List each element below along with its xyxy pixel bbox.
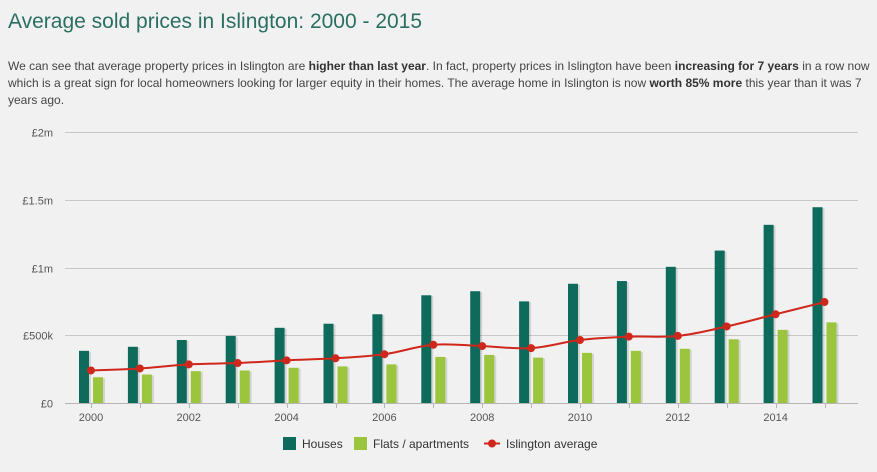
axis-labels: £0 £500k £1m £1.5m £2m 2000 2002 2004 2006 2008 20… (22, 128, 826, 424)
legend-item-flats[interactable]: Flats / apartments (354, 437, 469, 451)
x-tick-label: 2000 (79, 412, 103, 424)
flats-bar[interactable] (93, 377, 103, 403)
average-point[interactable] (87, 366, 95, 375)
intro-text: this year than it was 7 years ago. (8, 76, 862, 107)
flats-bar[interactable] (141, 374, 152, 403)
flats-bar[interactable] (484, 354, 495, 403)
houses-bar[interactable] (470, 291, 481, 403)
intro-text: . In fact, property prices in Islington … (425, 59, 675, 73)
x-tick-label: 2010 (568, 412, 592, 424)
intro-highlight: worth 85% more (649, 76, 743, 90)
flats-bar[interactable] (386, 364, 397, 403)
legend-marker (488, 439, 496, 448)
houses-bar[interactable] (665, 266, 676, 403)
houses-bar[interactable] (714, 250, 725, 403)
y-tick-label: £1.5m (22, 196, 53, 208)
legend-swatch (283, 437, 296, 450)
x-tick-label: 2002 (177, 412, 201, 424)
average-point[interactable] (233, 359, 242, 368)
houses-bar[interactable] (274, 327, 285, 403)
intro-highlight: higher than last year (308, 59, 426, 73)
flats-bar[interactable] (826, 322, 837, 403)
average-point[interactable] (624, 332, 633, 341)
intro-text: We can see that average property prices … (8, 59, 309, 73)
houses-bar[interactable] (372, 314, 383, 403)
flats-bar[interactable] (777, 329, 788, 403)
average-line (87, 298, 829, 375)
houses-bar[interactable] (225, 335, 236, 403)
average-point[interactable] (771, 310, 780, 319)
intro-highlight: increasing for 7 years (674, 59, 799, 73)
average-point[interactable] (722, 322, 731, 331)
houses-bar[interactable] (812, 207, 823, 403)
houses-bar[interactable] (763, 224, 774, 403)
houses-bar[interactable] (568, 283, 578, 403)
average-point[interactable] (673, 331, 682, 340)
legend-item-average[interactable]: Islington average (484, 437, 598, 451)
houses-bar[interactable] (323, 323, 334, 403)
flats-bar[interactable] (190, 371, 201, 403)
average-point[interactable] (478, 342, 487, 351)
average-point[interactable] (527, 344, 536, 353)
houses-bar[interactable] (616, 281, 627, 403)
average-point[interactable] (380, 350, 389, 359)
houses-bar[interactable] (519, 301, 530, 403)
price-chart: £0 £500k £1m £1.5m £2m 2000 2002 2004 2006 2008 20… (22, 128, 858, 451)
legend-label: Flats / apartments (373, 437, 469, 451)
chart-title: Average sold prices in Islington: 2000 -… (8, 10, 423, 33)
legend-label: Islington average (506, 437, 598, 451)
legend[interactable]: Houses Flats / apartments Islington averag… (283, 437, 598, 451)
average-point[interactable] (429, 340, 438, 349)
flats-bar[interactable] (679, 348, 690, 403)
average-point[interactable] (820, 298, 829, 307)
flats-bar[interactable] (728, 339, 739, 403)
y-tick-label: £1m (32, 264, 53, 276)
x-tick-label: 2004 (274, 412, 298, 424)
flats-bar[interactable] (630, 350, 641, 403)
flats-bar[interactable] (435, 356, 446, 403)
flats-bar[interactable] (288, 367, 299, 403)
x-tick-label: 2012 (666, 412, 690, 424)
y-tick-label: £500k (23, 331, 53, 343)
flats-bar[interactable] (582, 352, 592, 403)
flats-bar[interactable] (239, 370, 250, 403)
grid-lines (65, 132, 858, 404)
houses-bar[interactable] (79, 350, 89, 403)
legend-swatch (354, 437, 367, 450)
average-point[interactable] (576, 335, 584, 344)
legend-item-houses[interactable]: Houses (283, 437, 343, 451)
average-point[interactable] (184, 360, 193, 369)
average-line-path (90, 301, 825, 372)
bars (79, 207, 839, 403)
average-point[interactable] (282, 356, 291, 365)
average-point[interactable] (135, 364, 144, 373)
intro-text: in a row now which is a great sign for l… (8, 59, 870, 90)
flats-bar[interactable] (533, 357, 544, 403)
x-tick-label: 2008 (470, 412, 494, 424)
x-tick-label: 2006 (372, 412, 396, 424)
y-tick-label: £2m (32, 128, 53, 140)
average-point[interactable] (331, 354, 340, 363)
houses-bar[interactable] (176, 339, 187, 403)
houses-bar[interactable] (127, 346, 138, 403)
flats-bar[interactable] (337, 366, 348, 403)
y-tick-label: £0 (41, 399, 53, 411)
x-tick-label: 2014 (763, 412, 787, 424)
houses-bar[interactable] (421, 295, 432, 403)
intro-paragraph: We can see that average property prices … (8, 58, 870, 109)
legend-label: Houses (302, 437, 343, 451)
